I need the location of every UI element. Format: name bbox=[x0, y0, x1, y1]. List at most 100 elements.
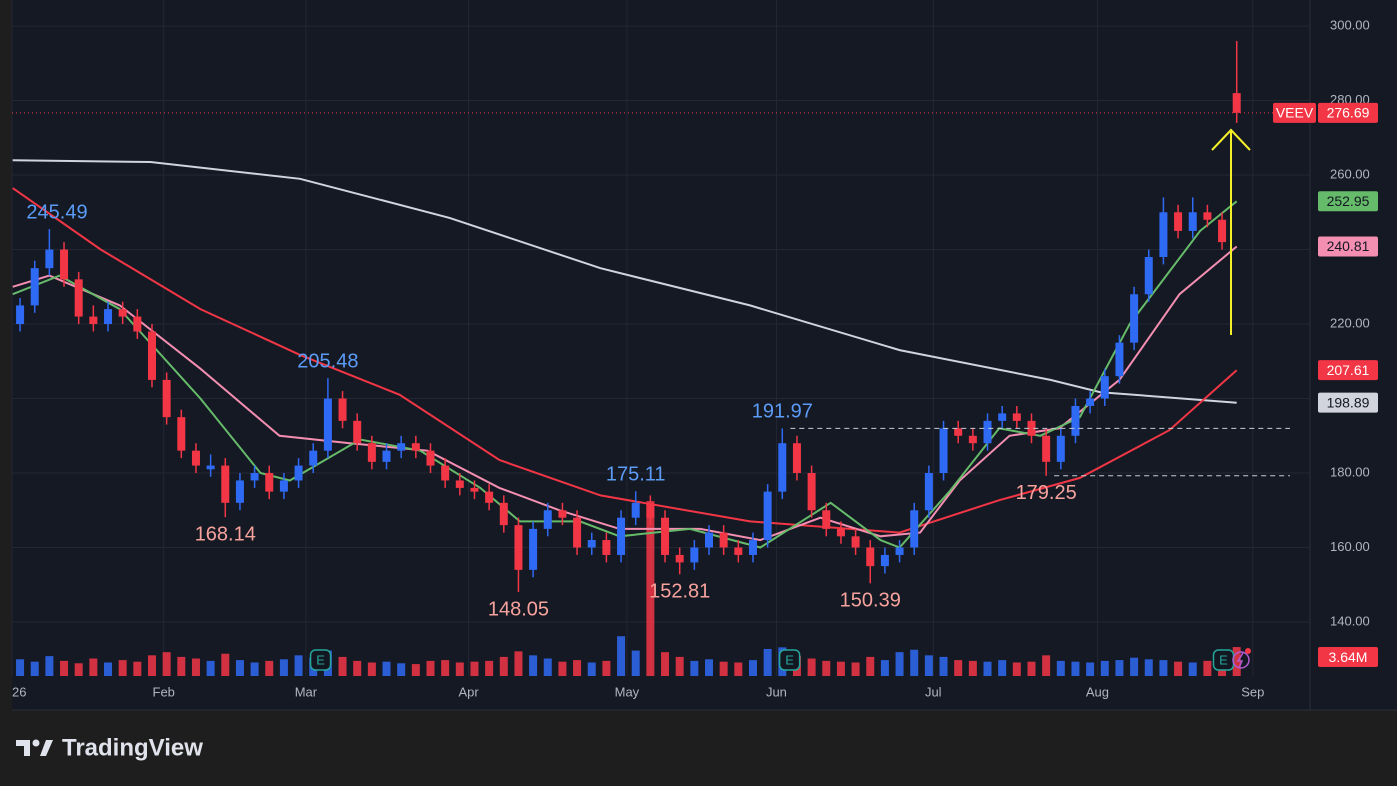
candle-body bbox=[1188, 212, 1197, 231]
candle-body bbox=[705, 532, 714, 548]
candle-body bbox=[309, 450, 318, 466]
chart-background bbox=[12, 0, 1397, 710]
volume-bar bbox=[60, 660, 69, 676]
volume-bar bbox=[367, 662, 376, 676]
candle-body bbox=[646, 502, 655, 518]
x-tick-label: May bbox=[615, 684, 640, 699]
volume-bar bbox=[162, 652, 171, 676]
volume-bar bbox=[426, 660, 435, 676]
volume-bar bbox=[133, 661, 142, 676]
volume-bar bbox=[382, 661, 391, 676]
price-label: 150.39 bbox=[840, 590, 901, 612]
volume-bar bbox=[265, 660, 274, 676]
candle-body bbox=[661, 517, 670, 555]
candle-body bbox=[924, 473, 933, 511]
volume-bar bbox=[1115, 660, 1124, 676]
volume-bar bbox=[514, 651, 523, 676]
volume-bar bbox=[104, 662, 113, 676]
price-label: 205.48 bbox=[297, 350, 358, 372]
volume-bar bbox=[279, 659, 288, 676]
volume-bar bbox=[191, 658, 200, 676]
candle-body bbox=[573, 517, 582, 548]
candle-body bbox=[968, 435, 977, 444]
volume-bar bbox=[851, 662, 860, 676]
price-label: 245.49 bbox=[26, 201, 87, 223]
candle-body bbox=[1115, 342, 1124, 377]
price-badge-label: 276.69 bbox=[1327, 105, 1370, 121]
volume-bar bbox=[1232, 647, 1241, 676]
candle-body bbox=[734, 547, 743, 555]
price-badge bbox=[1273, 102, 1316, 123]
price-badge-label: 252.95 bbox=[1327, 193, 1370, 209]
earnings-label: E bbox=[785, 652, 794, 667]
candle-body bbox=[778, 443, 787, 492]
candle-body bbox=[910, 510, 919, 548]
candle-body bbox=[147, 331, 156, 380]
candle-body bbox=[1071, 405, 1080, 436]
candle-body bbox=[763, 491, 772, 541]
candle-body bbox=[836, 528, 845, 537]
volume-bar bbox=[1174, 661, 1183, 676]
candle-body bbox=[162, 379, 171, 418]
price-label: 175.11 bbox=[606, 464, 666, 486]
candle-body bbox=[221, 465, 230, 503]
candle-body bbox=[1203, 212, 1212, 220]
volume-bar bbox=[177, 656, 186, 676]
price-badge bbox=[1318, 647, 1378, 668]
candle-body bbox=[265, 473, 274, 492]
candle-body bbox=[250, 473, 259, 481]
volume-bar bbox=[235, 660, 244, 676]
earnings-label: E bbox=[1219, 652, 1228, 667]
candle-body bbox=[1130, 294, 1139, 343]
candle-body bbox=[1144, 256, 1153, 295]
y-tick-label: 220.00 bbox=[1330, 315, 1370, 330]
y-tick-label: 260.00 bbox=[1330, 166, 1370, 181]
arrow bbox=[1211, 128, 1251, 335]
candle-body bbox=[279, 480, 288, 492]
candle-body bbox=[235, 480, 244, 503]
price-badge bbox=[1318, 360, 1378, 381]
volume-bar bbox=[1203, 660, 1212, 676]
candle-body bbox=[1012, 413, 1021, 421]
volume-bar bbox=[866, 656, 875, 676]
candle-body bbox=[954, 428, 963, 436]
volume-bar bbox=[1056, 660, 1065, 676]
candle-body bbox=[74, 279, 83, 317]
candle-body bbox=[177, 417, 186, 451]
volume-bar bbox=[998, 660, 1007, 676]
candle-body bbox=[587, 540, 596, 548]
earnings-label: E bbox=[316, 652, 325, 667]
x-tick-label: Mar bbox=[295, 684, 318, 699]
earnings-marker bbox=[309, 649, 332, 671]
volume-bar bbox=[602, 660, 611, 676]
candle-body bbox=[983, 420, 992, 444]
volume-bar bbox=[353, 660, 362, 676]
volume-bar bbox=[221, 653, 230, 676]
price-label: 168.14 bbox=[195, 523, 256, 545]
price-label: 191.97 bbox=[752, 401, 813, 423]
price-label: 152.81 bbox=[649, 581, 710, 603]
moving-average-line bbox=[12, 187, 1238, 534]
candle-body bbox=[441, 465, 450, 481]
volume-bar bbox=[470, 661, 479, 676]
candle-body bbox=[499, 502, 508, 526]
candle-body bbox=[792, 443, 801, 474]
price-badge-label: 198.89 bbox=[1327, 394, 1370, 410]
volume-bar bbox=[499, 656, 508, 676]
volume-bar bbox=[968, 660, 977, 676]
logo-text: TradingView bbox=[62, 734, 203, 761]
x-tick-label: Jul bbox=[925, 684, 942, 699]
candle-body bbox=[1086, 398, 1095, 406]
logo: TradingView bbox=[16, 734, 203, 761]
price-badge-label: 207.61 bbox=[1327, 362, 1370, 378]
y-tick-label: 180.00 bbox=[1330, 464, 1370, 479]
volume-bar bbox=[1086, 662, 1095, 676]
volume-bar bbox=[1144, 659, 1153, 676]
price-badge-label: VEEV bbox=[1276, 105, 1314, 121]
volume-bar bbox=[748, 660, 757, 676]
candle-body bbox=[89, 316, 98, 325]
volume-bar bbox=[1188, 662, 1197, 676]
volume-bar bbox=[734, 662, 743, 676]
volume-bar bbox=[587, 662, 596, 676]
